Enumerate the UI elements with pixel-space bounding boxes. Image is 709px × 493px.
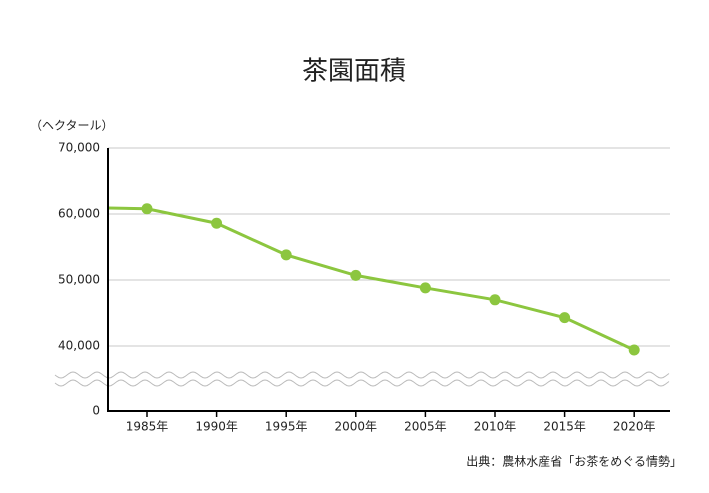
marker xyxy=(350,269,362,281)
y-tick-label: 50,000 xyxy=(58,273,100,287)
marker xyxy=(141,203,153,215)
x-tick-label: 2000年 xyxy=(335,420,378,434)
marker xyxy=(628,344,640,356)
chart-title: 茶園面積 xyxy=(302,57,406,87)
marker xyxy=(559,312,571,324)
y-tick-label: 60,000 xyxy=(58,207,100,221)
source: 出典：農林水産省「お茶をめぐる情勢」 xyxy=(466,454,682,469)
axes-layer: 1985年 1990年 1995年 2000年 2005年 2010年 2015年 2020年 xyxy=(107,148,670,434)
grid-layer xyxy=(54,147,670,387)
x-tick-label: 1990年 xyxy=(195,420,238,434)
y-tick-label: 40,000 xyxy=(58,339,100,353)
x-tick-label: 1995年 xyxy=(265,420,308,434)
y-tick-label: 0 xyxy=(92,404,100,418)
x-tick-label: 1985年 xyxy=(126,420,169,434)
axis-break xyxy=(54,379,670,387)
marker xyxy=(489,294,501,306)
marker xyxy=(280,249,292,261)
marker xyxy=(211,217,223,229)
x-tick-label: 2020年 xyxy=(613,420,656,434)
plot-layer xyxy=(108,203,640,356)
x-tick-label: 2015年 xyxy=(543,420,586,434)
x-tick-label: 2005年 xyxy=(404,420,447,434)
x-tick-label: 2010年 xyxy=(474,420,517,434)
axis-break xyxy=(54,371,670,379)
y-tick-label: 70,000 xyxy=(58,141,100,155)
marker xyxy=(419,282,431,294)
y-axis-label: （ヘクタール） xyxy=(30,119,114,133)
